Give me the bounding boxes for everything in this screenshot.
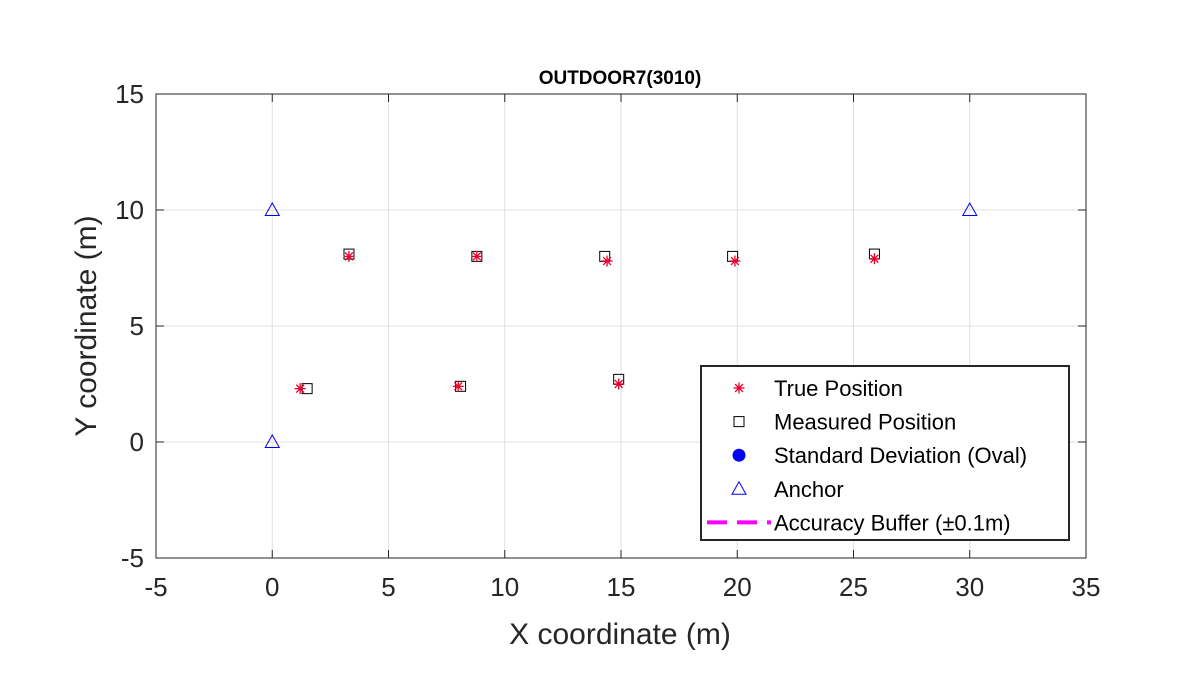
x-tick-label: 10 xyxy=(490,572,519,602)
y-tick-label: 0 xyxy=(130,427,144,457)
true-position-point xyxy=(613,378,625,390)
true-position-point xyxy=(729,255,741,267)
x-axis-title: X coordinate (m) xyxy=(509,618,731,651)
x-tick-label: 5 xyxy=(381,572,395,602)
x-tick-label: 30 xyxy=(955,572,984,602)
legend-label: Anchor xyxy=(774,477,844,502)
y-axis-title: Y coordinate (m) xyxy=(70,215,103,436)
anchor-point xyxy=(264,201,281,216)
legend-box xyxy=(700,365,1070,541)
true-position-point xyxy=(601,255,613,267)
x-tick-label: 15 xyxy=(607,572,636,602)
legend-label: Measured Position xyxy=(774,410,956,435)
legend-label: True Position xyxy=(774,376,903,401)
x-tick-label: 25 xyxy=(839,572,868,602)
y-tick-labels: -5 0 5 10 15 xyxy=(115,79,144,573)
y-tick-label: -5 xyxy=(121,543,144,573)
y-tick-label: 15 xyxy=(115,79,144,109)
true-position-point xyxy=(452,380,464,392)
chart-title: OUTDOOR7(3010) xyxy=(539,68,702,89)
y-tick-label: 5 xyxy=(130,311,144,341)
true-position-point xyxy=(868,253,880,265)
true-position-point xyxy=(471,250,483,262)
legend-label: Accuracy Buffer (±0.1m) xyxy=(774,510,1011,535)
data-points xyxy=(264,201,978,448)
legend-marker-measured-position xyxy=(733,416,745,428)
legend-marker-true-position xyxy=(733,382,745,394)
legend-marker-standard-deviation-oval xyxy=(732,448,746,462)
anchor-point xyxy=(961,201,978,216)
anchor-point xyxy=(264,433,281,448)
true-position-point xyxy=(343,250,355,262)
legend: True Position Measured Position Standard D… xyxy=(700,365,1070,541)
plot-frame xyxy=(155,93,1087,559)
x-tick-labels: -5 0 5 10 15 20 25 30 35 xyxy=(144,572,1100,602)
x-tick-label: -5 xyxy=(144,572,167,602)
legend-marker-anchor xyxy=(731,480,747,495)
x-tick-label: 20 xyxy=(723,572,752,602)
true-position-point xyxy=(294,383,306,395)
x-tick-label: 35 xyxy=(1072,572,1101,602)
legend-label: Standard Deviation (Oval) xyxy=(774,443,1027,468)
y-tick-label: 10 xyxy=(115,195,144,225)
x-tick-label: 0 xyxy=(265,572,279,602)
